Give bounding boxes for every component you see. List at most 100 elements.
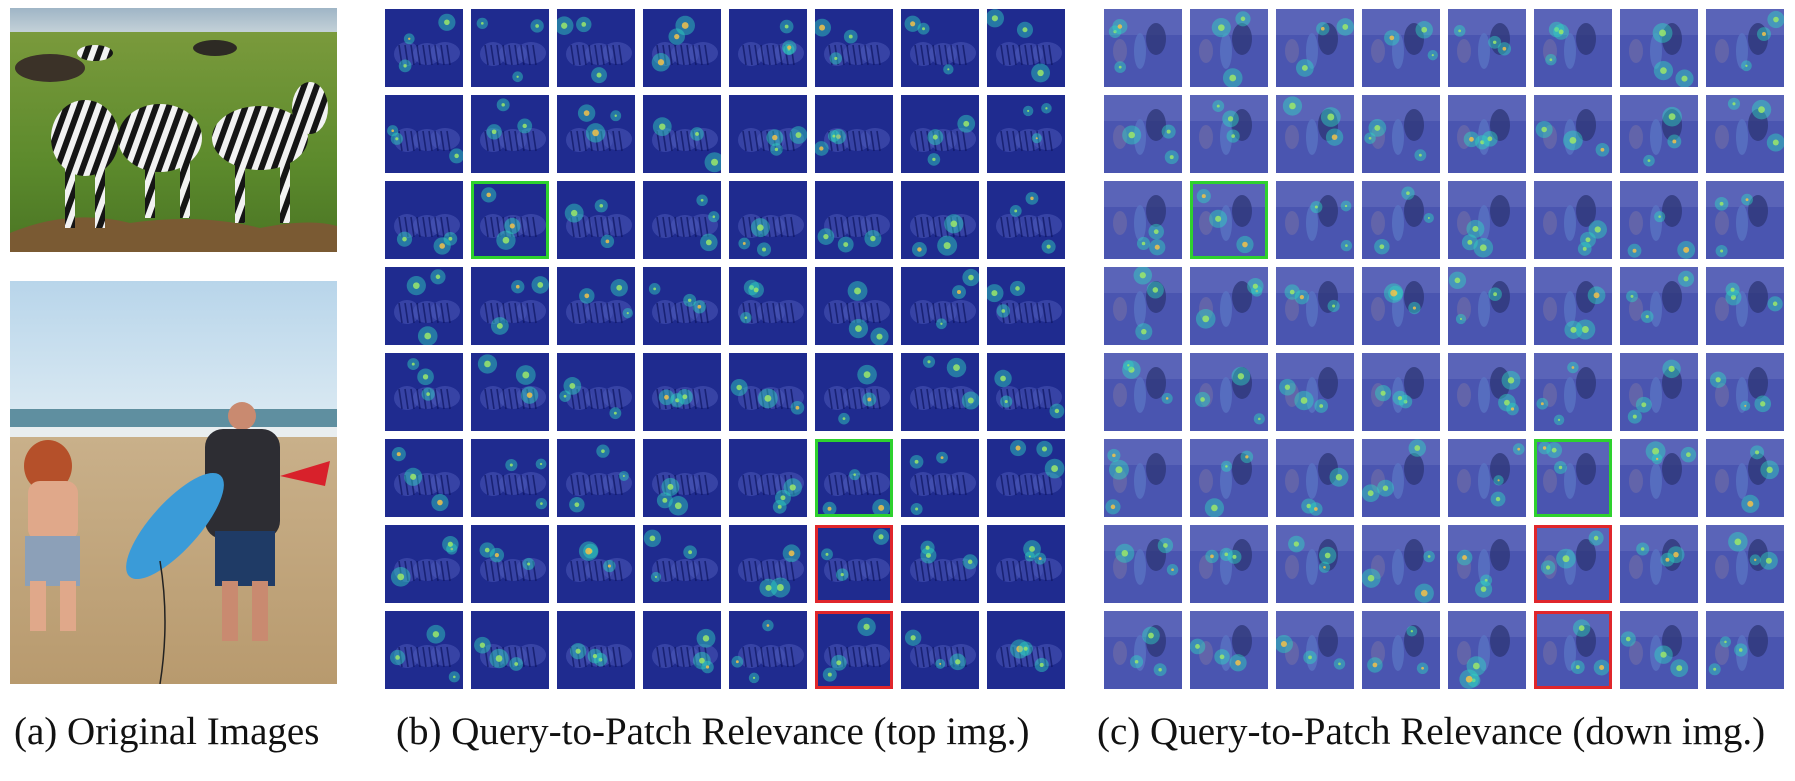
heatmap-tile bbox=[385, 267, 463, 345]
caption-c: (c) Query-to-Patch Relevance (down img.) bbox=[1097, 710, 1766, 753]
heatmap-tile bbox=[1276, 353, 1354, 431]
heatmap-tile bbox=[901, 267, 979, 345]
heatmap-tile bbox=[1362, 611, 1440, 689]
heatmap-tile bbox=[729, 439, 807, 517]
heatmap-tile bbox=[815, 9, 893, 87]
heatmap-tile bbox=[1534, 525, 1612, 603]
heatmap-tile bbox=[1190, 95, 1268, 173]
heatmap-tile bbox=[1448, 611, 1526, 689]
heatmap-tile bbox=[1706, 611, 1784, 689]
heatmap-tile bbox=[385, 181, 463, 259]
heatmap-tile bbox=[1190, 611, 1268, 689]
heatmap-tile bbox=[1276, 9, 1354, 87]
heatmap-tile bbox=[901, 9, 979, 87]
heatmap-tile bbox=[1190, 181, 1268, 259]
heatmap-tile bbox=[1620, 181, 1698, 259]
heatmap-tile bbox=[643, 439, 721, 517]
heatmap-tile bbox=[385, 439, 463, 517]
heatmap-tile bbox=[1620, 439, 1698, 517]
heatmap-tile bbox=[557, 267, 635, 345]
heatmap-tile bbox=[729, 353, 807, 431]
heatmap-tile bbox=[1362, 439, 1440, 517]
original-image-top bbox=[10, 8, 337, 252]
heatmap-tile bbox=[729, 525, 807, 603]
heatmap-tile bbox=[557, 611, 635, 689]
zebra-photo bbox=[10, 8, 337, 252]
heatmap-tile bbox=[385, 95, 463, 173]
heatmap-tile bbox=[815, 181, 893, 259]
heatmap-tile bbox=[815, 525, 893, 603]
heatmap-tile bbox=[471, 95, 549, 173]
heatmap-tile bbox=[471, 267, 549, 345]
heatmap-tile bbox=[1706, 353, 1784, 431]
heatmap-tile bbox=[385, 611, 463, 689]
heatmap-tile bbox=[1448, 181, 1526, 259]
heatmap-tile bbox=[1276, 267, 1354, 345]
heatmap-tile bbox=[1104, 181, 1182, 259]
heatmap-tile bbox=[1190, 439, 1268, 517]
heatmap-tile bbox=[643, 267, 721, 345]
heatmap-tile bbox=[901, 353, 979, 431]
heatmap-tile bbox=[1534, 9, 1612, 87]
heatmap-tile bbox=[471, 611, 549, 689]
heatmap-tile bbox=[385, 353, 463, 431]
heatmap-tile bbox=[557, 439, 635, 517]
heatmap-tile bbox=[557, 525, 635, 603]
relevance-grid-down-image bbox=[1104, 9, 1784, 690]
heatmap-tile bbox=[1448, 95, 1526, 173]
heatmap-tile bbox=[1362, 525, 1440, 603]
heatmap-tile bbox=[471, 181, 549, 259]
heatmap-tile bbox=[471, 525, 549, 603]
heatmap-tile bbox=[643, 9, 721, 87]
heatmap-tile bbox=[1620, 353, 1698, 431]
heatmap-tile bbox=[987, 95, 1065, 173]
heatmap-tile bbox=[987, 611, 1065, 689]
original-image-bottom bbox=[10, 281, 337, 685]
heatmap-tile bbox=[1276, 439, 1354, 517]
heatmap-tile bbox=[1534, 95, 1612, 173]
heatmap-tile bbox=[1706, 181, 1784, 259]
heatmap-tile bbox=[901, 181, 979, 259]
heatmap-tile bbox=[729, 611, 807, 689]
heatmap-tile bbox=[1362, 353, 1440, 431]
heatmap-tile bbox=[815, 439, 893, 517]
heatmap-tile bbox=[987, 267, 1065, 345]
heatmap-tile bbox=[643, 611, 721, 689]
heatmap-tile bbox=[643, 181, 721, 259]
heatmap-tile bbox=[987, 9, 1065, 87]
heatmap-tile bbox=[557, 181, 635, 259]
heatmap-tile bbox=[1448, 439, 1526, 517]
heatmap-tile bbox=[643, 95, 721, 173]
heatmap-tile bbox=[901, 95, 979, 173]
heatmap-tile bbox=[1534, 611, 1612, 689]
heatmap-tile bbox=[1706, 9, 1784, 87]
heatmap-tile bbox=[901, 525, 979, 603]
heatmap-tile bbox=[471, 439, 549, 517]
heatmap-tile bbox=[385, 9, 463, 87]
heatmap-tile bbox=[1620, 9, 1698, 87]
heatmap-tile bbox=[1534, 267, 1612, 345]
heatmap-tile bbox=[557, 95, 635, 173]
heatmap-tile bbox=[987, 439, 1065, 517]
heatmap-tile bbox=[815, 267, 893, 345]
heatmap-tile bbox=[729, 267, 807, 345]
caption-b: (b) Query-to-Patch Relevance (top img.) bbox=[396, 710, 1030, 753]
caption-a: (a) Original Images bbox=[14, 710, 320, 753]
heatmap-tile bbox=[815, 95, 893, 173]
heatmap-tile bbox=[729, 181, 807, 259]
heatmap-tile bbox=[471, 9, 549, 87]
heatmap-tile bbox=[557, 353, 635, 431]
heatmap-tile bbox=[1706, 439, 1784, 517]
heatmap-tile bbox=[1276, 95, 1354, 173]
heatmap-tile bbox=[1534, 353, 1612, 431]
heatmap-tile bbox=[1448, 525, 1526, 603]
heatmap-tile bbox=[1104, 95, 1182, 173]
heatmap-tile bbox=[1190, 267, 1268, 345]
heatmap-tile bbox=[729, 95, 807, 173]
heatmap-tile bbox=[729, 9, 807, 87]
heatmap-tile bbox=[643, 353, 721, 431]
heatmap-tile bbox=[815, 611, 893, 689]
heatmap-tile bbox=[1620, 525, 1698, 603]
heatmap-tile bbox=[557, 9, 635, 87]
heatmap-tile bbox=[1104, 611, 1182, 689]
